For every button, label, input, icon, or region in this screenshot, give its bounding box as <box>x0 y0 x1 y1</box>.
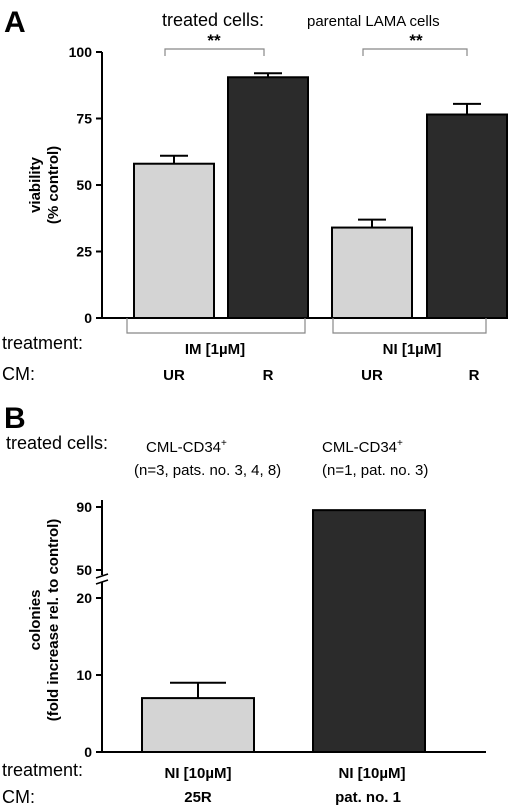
panel-b-group-2-line2: (n=1, pat. no. 3) <box>322 462 428 479</box>
panel-b-letter: B <box>4 402 26 435</box>
panel-a-ytick-label-4: 100 <box>69 44 93 60</box>
panel-a-treated-cells-label: treated cells: <box>162 10 264 30</box>
panel-b-cm-row-label: CM: <box>2 787 35 807</box>
panel-b-ytick-label-3: 50 <box>76 562 92 578</box>
panel-a-bar-3 <box>426 113 508 320</box>
panel-a-sig-label-1: ** <box>207 31 221 50</box>
panel-a-bar-1 <box>227 76 309 319</box>
panel-a-letter: A <box>4 6 26 39</box>
panel-a-sig-bracket-1 <box>164 48 265 56</box>
panel-b-axis-break-mark-2 <box>95 579 109 585</box>
panel-b-ylabel-line2: (fold increase rel. to control) <box>45 519 62 722</box>
panel-b-ytick-label-4: 90 <box>76 499 92 515</box>
panel-a-treated-cells-value: parental LAMA cells <box>307 13 440 30</box>
panel-b-ylabel-line1: colonies <box>27 590 44 651</box>
panel-a-sig-label-2: ** <box>409 31 423 50</box>
panel-a-cm-2: R <box>263 367 274 384</box>
panel-a-group-bracket-2 <box>332 318 487 334</box>
panel-a-treatment-2: NI [1µM] <box>383 341 442 358</box>
panel-a-cm-3: UR <box>361 367 383 384</box>
panel-b-treated-cells-label: treated cells: <box>6 433 108 453</box>
panel-b-treatment-1: NI [10µM] <box>165 765 232 782</box>
panel-a-treatment-row-label: treatment: <box>2 333 83 353</box>
panel-b-group-2-line1: CML-CD34+ <box>322 438 403 456</box>
panel-b-group-1-line2: (n=3, pats. no. 3, 4, 8) <box>134 462 281 479</box>
panel-b-bar-1 <box>312 509 426 753</box>
panel-b-ytick-label-2: 20 <box>76 590 92 606</box>
panel-a-treatment-1: IM [1µM] <box>185 341 245 358</box>
panel-b-cm-2: pat. no. 1 <box>335 789 401 806</box>
panel-b-group-1-line1: CML-CD34+ <box>146 438 227 456</box>
panel-a-cm-row-label: CM: <box>2 364 35 384</box>
panel-a-ylabel-line2: (% control) <box>45 146 62 224</box>
panel-b-treatment-2: NI [10µM] <box>339 765 406 782</box>
panel-b-axis-break-mark-1 <box>95 573 109 579</box>
panel-a-ytick-label-3: 75 <box>76 111 92 127</box>
panel-b-treatment-row-label: treatment: <box>2 760 83 780</box>
panel-a-chart: 0 25 50 75 100 viability (% control) ** ** <box>27 31 508 334</box>
panel-b-chart: 0 10 20 50 90 colonies (fold increase rel. t… <box>27 499 486 760</box>
panel-a-bar-0 <box>133 162 215 319</box>
panel-a-sig-bracket-2 <box>362 48 468 56</box>
panel-b-ytick-label-0: 0 <box>84 744 92 760</box>
panel-a-cm-1: UR <box>163 367 185 384</box>
panel-a-cm-4: R <box>469 367 480 384</box>
panel-a-group-bracket-1 <box>126 318 306 334</box>
panel-a-ytick-label-2: 50 <box>76 177 92 193</box>
panel-a-ytick-label-1: 25 <box>76 244 92 260</box>
panel-a-ytick-label-0: 0 <box>84 310 92 326</box>
panel-a-ylabel-line1: viability <box>27 156 44 213</box>
panel-b-cm-1: 25R <box>184 789 212 806</box>
panel-b-ytick-label-1: 10 <box>76 667 92 683</box>
panel-b-bar-0 <box>141 697 255 753</box>
panel-a-bar-2 <box>331 226 413 319</box>
